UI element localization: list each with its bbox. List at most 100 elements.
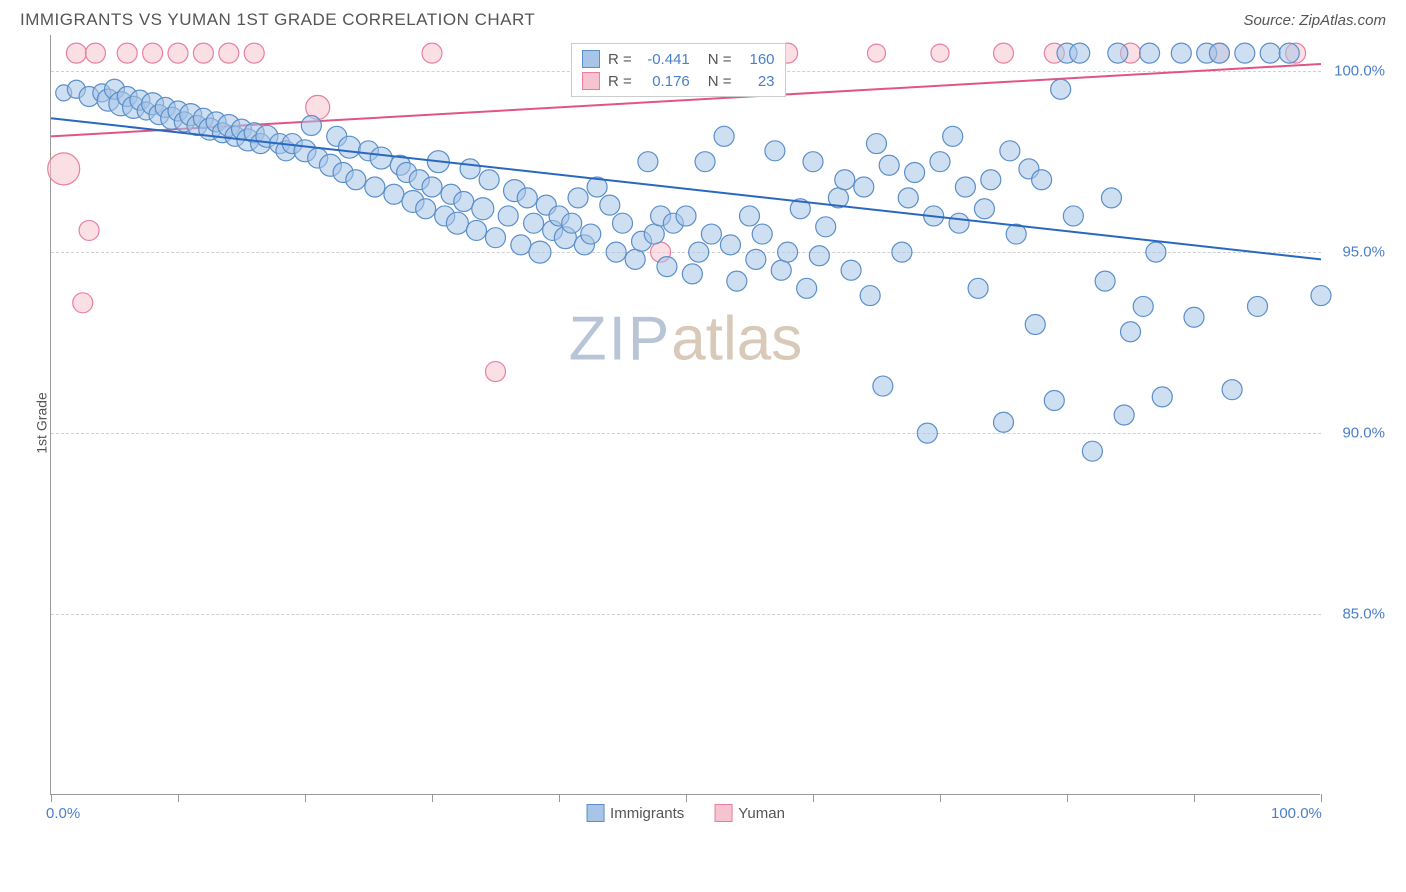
yuman-point [219, 43, 239, 63]
immigrants-point [1209, 43, 1229, 63]
immigrants-point [740, 206, 760, 226]
legend-series-label: Yuman [738, 805, 785, 822]
yuman-point [66, 43, 86, 63]
immigrants-point [1184, 307, 1204, 327]
x-tick-mark [305, 794, 306, 802]
legend-bottom-item: Yuman [714, 804, 785, 822]
immigrants-point [949, 213, 969, 233]
yuman-point [48, 153, 80, 185]
immigrants-point [701, 224, 721, 244]
immigrants-point [301, 115, 321, 135]
immigrants-point [346, 170, 366, 190]
immigrants-point [1311, 286, 1331, 306]
yuman-point [931, 44, 949, 62]
x-tick-mark [51, 794, 52, 802]
immigrants-point [524, 213, 544, 233]
yuman-point [143, 43, 163, 63]
immigrants-point [562, 213, 582, 233]
yuman-point [117, 43, 137, 63]
immigrants-point [841, 260, 861, 280]
immigrants-point [370, 147, 392, 169]
legend-n-value: 160 [740, 51, 775, 68]
immigrants-point [625, 249, 645, 269]
legend-correlation-row: R =-0.441N =160 [582, 48, 775, 70]
x-tick-mark [813, 794, 814, 802]
immigrants-point [1095, 271, 1115, 291]
immigrants-point [1171, 43, 1191, 63]
immigrants-point [1121, 322, 1141, 342]
immigrants-point [835, 170, 855, 190]
immigrants-point [338, 136, 360, 158]
x-tick-mark [559, 794, 560, 802]
immigrants-point [930, 152, 950, 172]
immigrants-point [905, 163, 925, 183]
x-tick-mark [1067, 794, 1068, 802]
legend-n-label: N = [708, 51, 732, 68]
immigrants-point [974, 199, 994, 219]
immigrants-point [879, 155, 899, 175]
legend-r-value: -0.441 [640, 51, 690, 68]
immigrants-point [657, 257, 677, 277]
legend-swatch-icon [586, 804, 604, 822]
y-tick-label: 95.0% [1342, 244, 1385, 261]
immigrants-point [898, 188, 918, 208]
immigrants-point [568, 188, 588, 208]
immigrants-point [466, 220, 486, 240]
immigrants-point [1108, 43, 1128, 63]
immigrants-point [1114, 405, 1134, 425]
immigrants-point [1025, 315, 1045, 335]
immigrants-point [479, 170, 499, 190]
legend-correlation-box: R =-0.441N =160R =0.176N =23 [571, 43, 786, 97]
yuman-point [85, 43, 105, 63]
immigrants-point [638, 152, 658, 172]
immigrants-point [917, 423, 937, 443]
immigrants-point [765, 141, 785, 161]
immigrants-point [854, 177, 874, 197]
immigrants-point [1070, 43, 1090, 63]
x-tick-mark [178, 794, 179, 802]
chart-title: IMMIGRANTS VS YUMAN 1ST GRADE CORRELATIO… [20, 10, 535, 30]
immigrants-point [695, 152, 715, 172]
immigrants-point [873, 376, 893, 396]
legend-correlation-row: R =0.176N =23 [582, 70, 775, 92]
immigrants-point [1032, 170, 1052, 190]
chart-container: 1st Grade 85.0%90.0%95.0%100.0% 0.0%100.… [50, 35, 1386, 825]
immigrants-point [1101, 188, 1121, 208]
yuman-point [168, 43, 188, 63]
y-tick-label: 85.0% [1342, 606, 1385, 623]
immigrants-point [644, 224, 664, 244]
immigrants-point [968, 278, 988, 298]
y-tick-label: 100.0% [1334, 63, 1385, 80]
immigrants-point [1000, 141, 1020, 161]
immigrants-point [517, 188, 537, 208]
immigrants-point [1133, 296, 1153, 316]
y-axis-label: 1st Grade [34, 392, 50, 453]
yuman-point [79, 220, 99, 240]
x-tick-mark [940, 794, 941, 802]
immigrants-point [498, 206, 518, 226]
immigrants-point [486, 228, 506, 248]
immigrants-point [1235, 43, 1255, 63]
immigrants-point [422, 177, 442, 197]
immigrants-point [752, 224, 772, 244]
immigrants-point [511, 235, 531, 255]
immigrants-point [365, 177, 385, 197]
legend-n-label: N = [708, 73, 732, 90]
legend-swatch-icon [582, 72, 600, 90]
yuman-point [193, 43, 213, 63]
immigrants-point [1222, 380, 1242, 400]
legend-n-value: 23 [740, 73, 775, 90]
immigrants-point [454, 191, 474, 211]
yuman-point [422, 43, 442, 63]
immigrants-point [720, 235, 740, 255]
yuman-point [868, 44, 886, 62]
legend-swatch-icon [714, 804, 732, 822]
chart-source: Source: ZipAtlas.com [1243, 12, 1386, 29]
immigrants-point [714, 126, 734, 146]
immigrants-point [994, 412, 1014, 432]
legend-bottom: ImmigrantsYuman [586, 804, 785, 822]
immigrants-point [529, 241, 551, 263]
immigrants-point [778, 242, 798, 262]
x-tick-mark [432, 794, 433, 802]
immigrants-point [446, 212, 468, 234]
